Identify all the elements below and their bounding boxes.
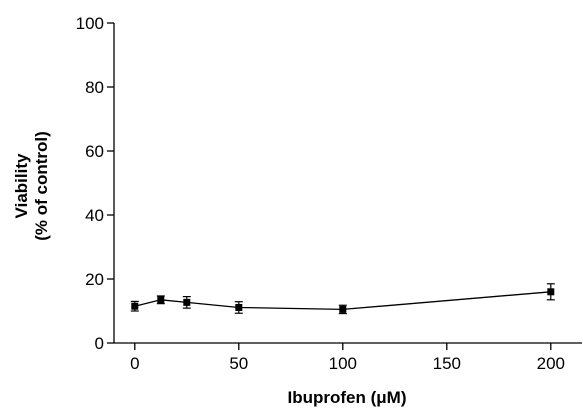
data-point — [183, 298, 191, 306]
y-tick-label: 40 — [85, 206, 104, 225]
x-tick-label: 50 — [229, 354, 248, 373]
y-axis-title-group: Viability (% of control) — [12, 131, 51, 241]
y-axis-title-line2: (% of control) — [32, 131, 51, 241]
data-point — [235, 303, 243, 311]
data-point — [157, 296, 165, 304]
data-points — [131, 288, 555, 313]
y-tick-label: 60 — [85, 142, 104, 161]
y-axis-ticks: 0 20 40 60 80 100 — [76, 14, 114, 353]
data-point — [547, 288, 555, 296]
y-axis-title-line1: Viability — [12, 153, 31, 218]
x-tick-label: 200 — [537, 354, 565, 373]
x-tick-label: 100 — [329, 354, 357, 373]
x-axis-ticks: 0 50 100 150 200 — [130, 343, 565, 373]
axes — [113, 23, 582, 344]
y-tick-label: 100 — [76, 14, 104, 33]
x-tick-label: 150 — [433, 354, 461, 373]
data-point — [131, 302, 139, 310]
x-tick-label: 0 — [130, 354, 139, 373]
y-tick-label: 80 — [85, 78, 104, 97]
series — [134, 291, 551, 311]
series-line — [134, 291, 551, 311]
y-tick-label: 20 — [85, 270, 104, 289]
data-point — [339, 305, 347, 313]
x-axis-title: Ibuprofen (μM) — [288, 388, 407, 407]
y-tick-label: 0 — [95, 334, 104, 353]
